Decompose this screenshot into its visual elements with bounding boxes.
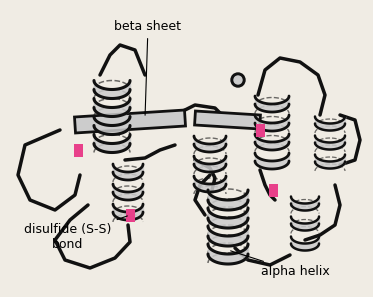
Text: beta sheet: beta sheet (115, 20, 182, 115)
Circle shape (231, 73, 245, 87)
Bar (269, 184, 278, 197)
Bar (125, 208, 135, 222)
Polygon shape (75, 110, 185, 133)
Bar (256, 124, 264, 137)
Text: disulfide (S-S)
bond: disulfide (S-S) bond (24, 216, 128, 251)
Circle shape (234, 76, 242, 84)
Text: alpha helix: alpha helix (231, 251, 329, 278)
Polygon shape (195, 111, 260, 129)
Bar (73, 143, 82, 157)
